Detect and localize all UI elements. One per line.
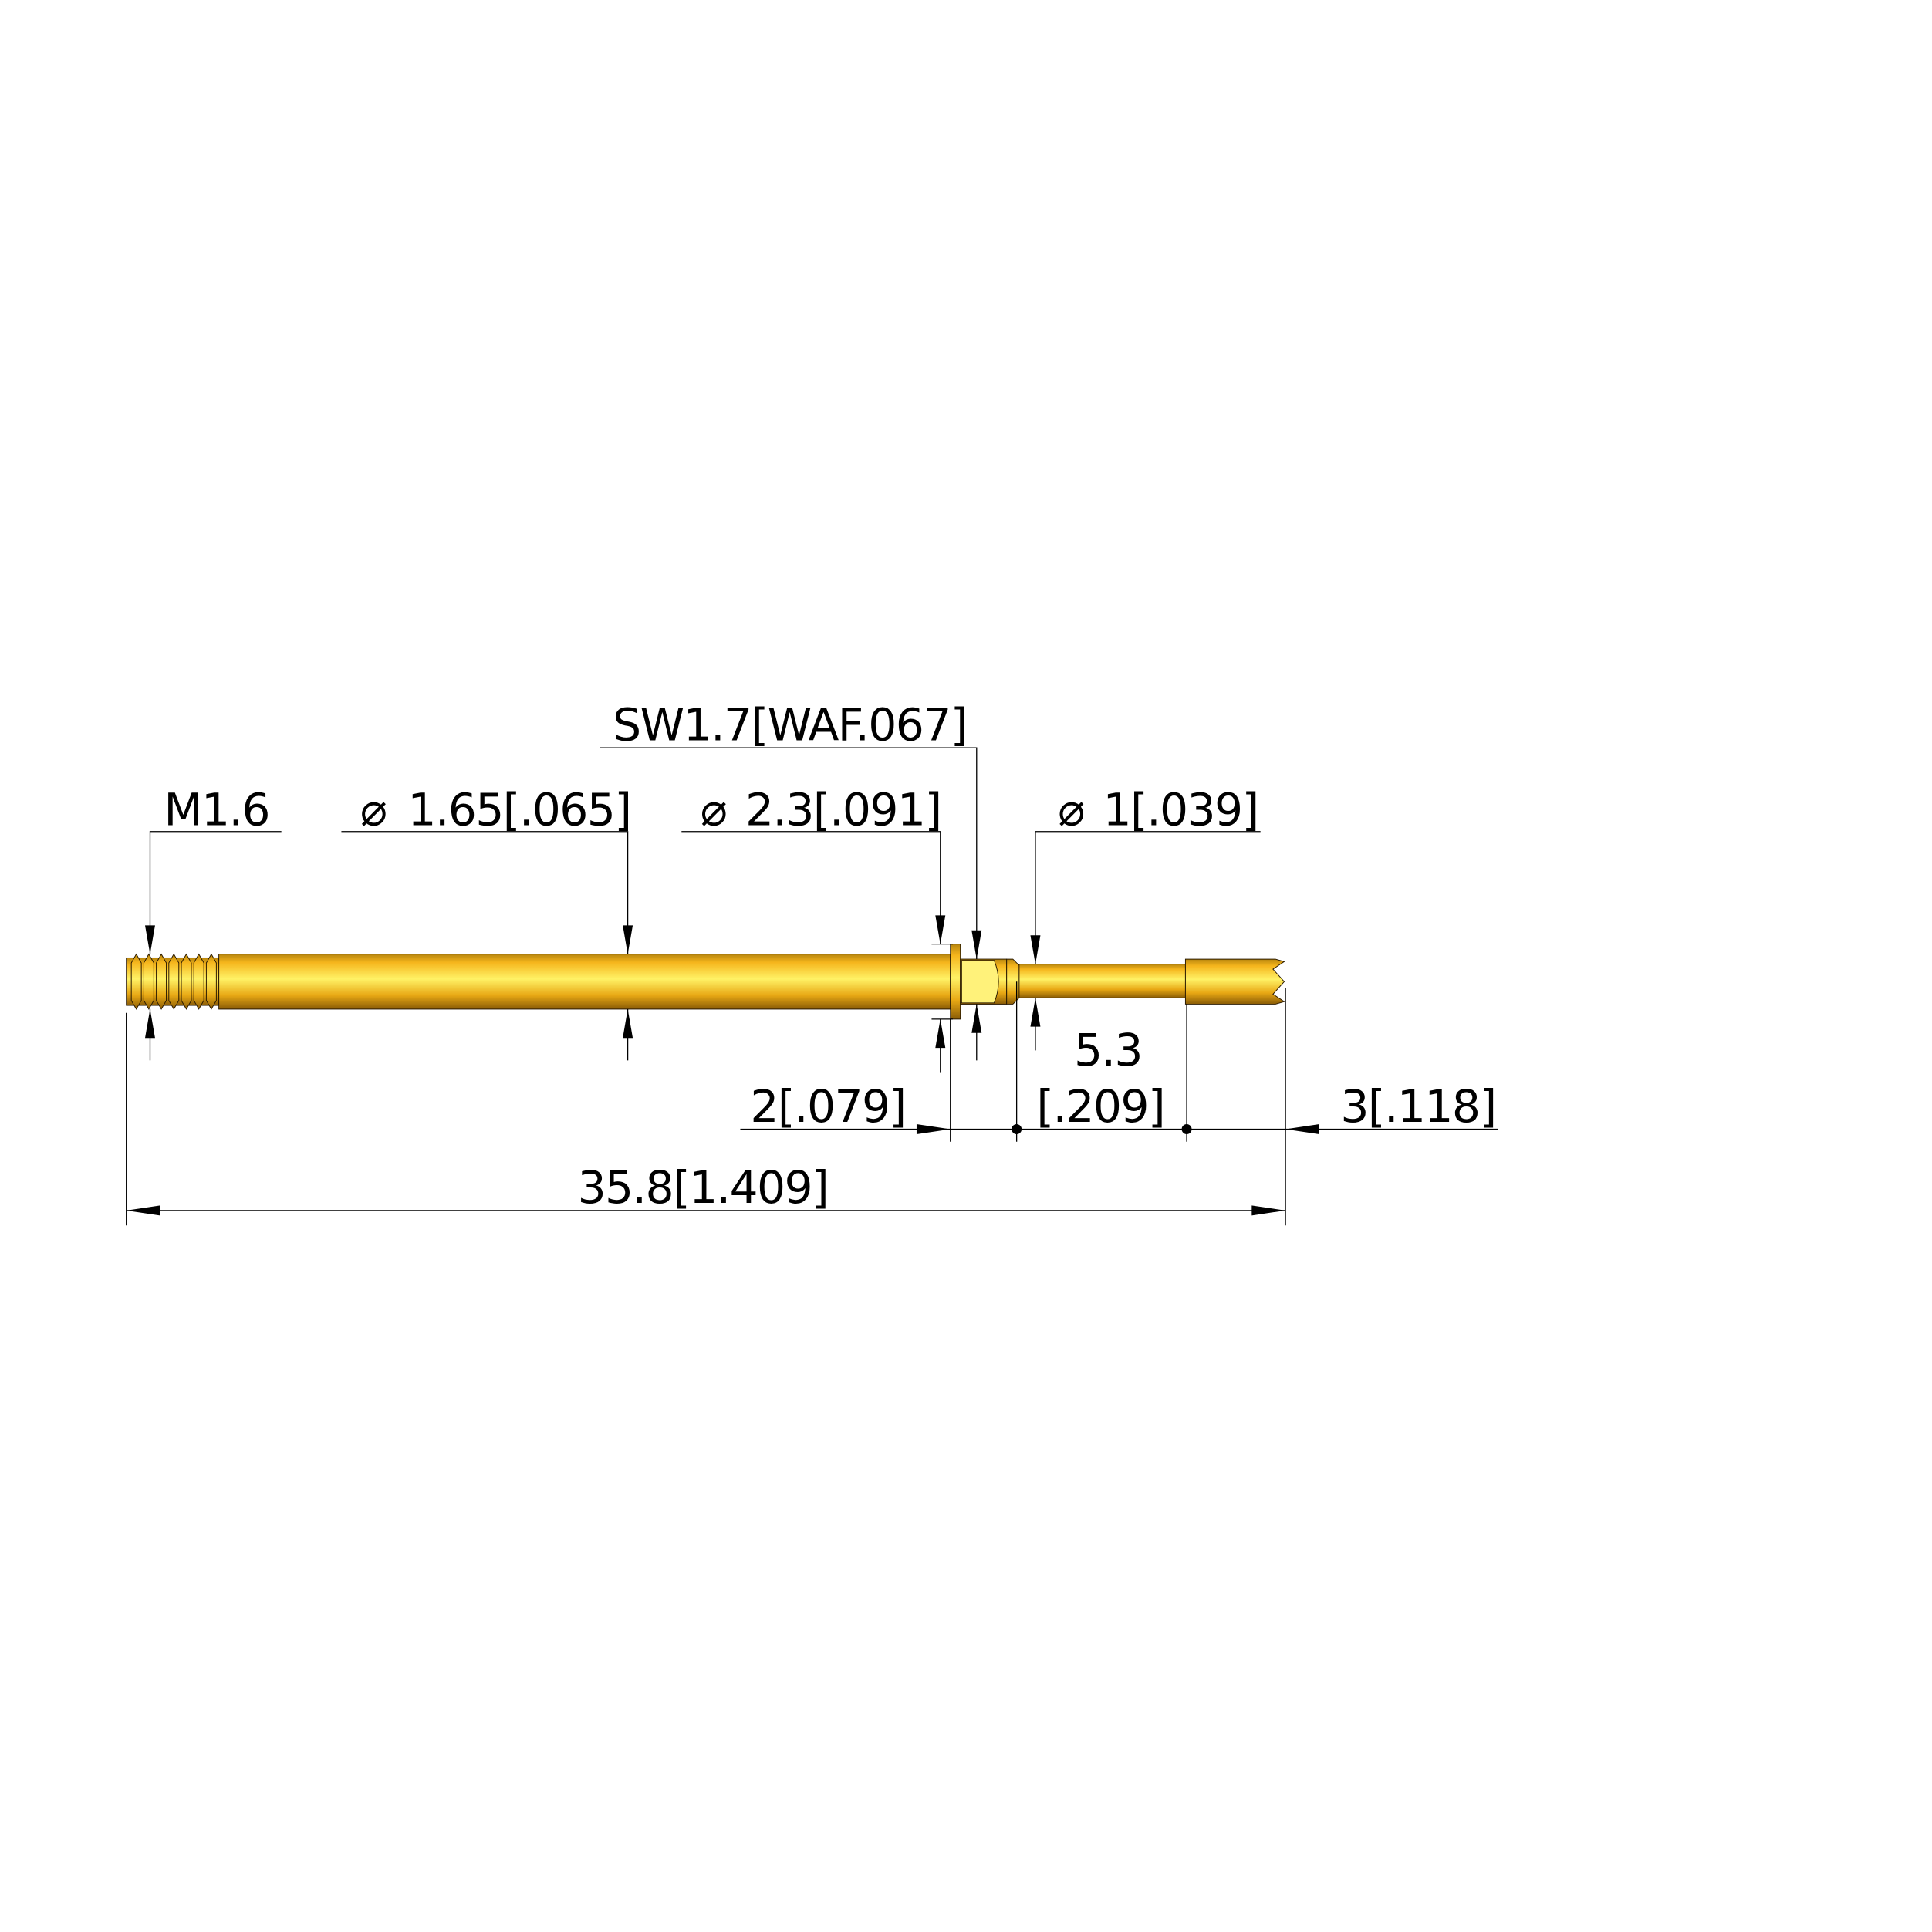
diameter-icon: ⌀	[360, 784, 387, 836]
dimension-labels: M1.6 ⌀ 1.65[.065] ⌀ 2.3[.091] SW1.7[WAF.…	[164, 698, 1497, 1214]
diameter-icon: ⌀	[1058, 784, 1084, 836]
thread-tooth	[193, 953, 204, 1010]
thread-tooth	[156, 953, 167, 1010]
overall-length-label: 35.8[1.409]	[578, 1161, 829, 1214]
thread-tooth	[168, 953, 180, 1010]
flange-offset-label: 2[.079]	[750, 1080, 905, 1133]
chamfer	[1006, 958, 1020, 1005]
pin	[1018, 964, 1186, 998]
flange	[950, 944, 961, 1020]
thread-label: M1.6	[164, 784, 269, 836]
thread-tooth	[205, 953, 217, 1010]
pin-diameter-label: 1[.039]	[1103, 784, 1258, 836]
pin-length-in-label: [.209]	[1036, 1080, 1164, 1133]
thread-section	[126, 953, 220, 1010]
thread-tooth	[143, 953, 154, 1010]
tip-length-label: 3[.118]	[1340, 1080, 1495, 1133]
hex-face	[961, 960, 999, 1004]
wrench-size-label: SW1.7[WAF.067]	[613, 698, 967, 751]
diameter-icon: ⌀	[701, 784, 727, 836]
pin-length-mm-label: 5.3	[1074, 1024, 1142, 1076]
main-shaft	[218, 954, 951, 1010]
crown-tip	[1184, 958, 1285, 1005]
shaft-diameter-label: 1.65[.065]	[407, 784, 630, 836]
probe-part	[126, 944, 1285, 1020]
flange-diameter-label: 2.3[.091]	[745, 784, 941, 836]
thread-tooth	[130, 953, 142, 1010]
dimension-lines	[126, 747, 1498, 1226]
thread-tooth	[181, 953, 192, 1010]
